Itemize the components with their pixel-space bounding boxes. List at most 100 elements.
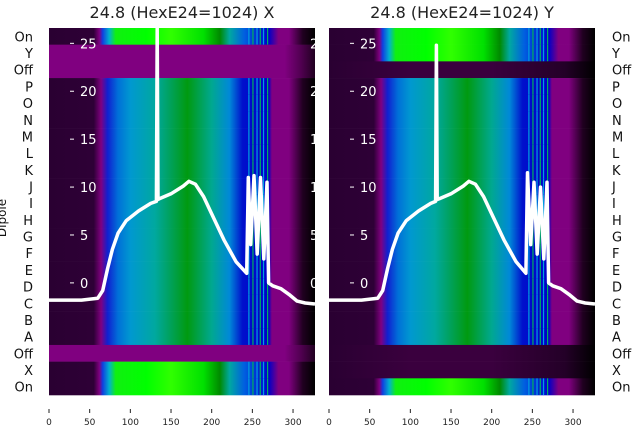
heatmap-stripe	[256, 78, 258, 95]
xtick-label: 250	[244, 418, 261, 428]
row-label: O	[23, 97, 33, 112]
heatmap-stripe	[259, 244, 261, 262]
heatmap-stripe	[259, 128, 261, 145]
heatmap-stripe	[267, 278, 269, 295]
heatmap-stripe	[248, 161, 250, 179]
heatmap-stripe	[262, 28, 265, 45]
row-label: X	[24, 364, 33, 379]
heatmap-stripe	[547, 94, 549, 112]
heatmap-stripe	[259, 311, 261, 329]
heatmap-stripe	[256, 144, 258, 162]
overlay-ytick-label: 20	[360, 85, 377, 100]
heatmap-stripe	[267, 128, 269, 145]
heatmap-stripe	[547, 378, 549, 395]
heatmap-stripe	[252, 161, 254, 179]
heatmap-stripe	[252, 128, 254, 145]
heatmap-stripe	[262, 111, 265, 129]
xtick-label: 300	[564, 418, 581, 428]
heatmap-row	[49, 228, 315, 246]
row-label: G	[23, 231, 33, 246]
row-label: J	[28, 180, 33, 195]
row-label: Off	[612, 64, 632, 79]
heatmap-stripe	[267, 328, 269, 345]
heatmap-stripe	[547, 161, 549, 179]
heatmap-row	[49, 294, 315, 312]
heatmap-stripe	[259, 294, 261, 312]
heatmap-stripe	[542, 94, 545, 112]
heatmap-row	[49, 261, 315, 279]
row-label: I	[612, 197, 616, 212]
heatmap-stripe	[539, 44, 541, 62]
heatmap-stripe	[542, 161, 545, 179]
heatmap-stripe	[252, 294, 254, 312]
row-label: K	[612, 164, 621, 179]
heatmap-stripe	[528, 244, 530, 262]
heatmap-stripe	[536, 294, 538, 312]
heatmap-stripe	[252, 78, 254, 95]
heatmap-stripe	[539, 244, 541, 262]
heatmap-stripe	[532, 228, 534, 245]
heatmap-stripe	[256, 161, 258, 179]
xtick-label: 100	[122, 418, 139, 428]
heatmap-stripe	[256, 311, 258, 329]
xtick-label: 150	[162, 418, 179, 428]
heatmap-stripe	[532, 111, 534, 129]
heatmap-row	[329, 361, 595, 379]
xtick-label: 300	[284, 418, 301, 428]
heatmap-stripe	[248, 261, 250, 279]
heatmap-stripe	[528, 328, 530, 345]
heatmap-row	[329, 228, 595, 246]
overlay-ytick-label-clipped: 20	[310, 85, 327, 100]
heatmap-stripe	[536, 144, 538, 162]
heatmap-row	[329, 344, 595, 362]
overlay-ytick-label: 25	[80, 37, 97, 52]
chart-title: 24.8 (HexE24=1024) X	[90, 3, 275, 22]
heatmap-stripe	[262, 328, 265, 345]
heatmap-row	[329, 211, 595, 229]
heatmap-stripe	[539, 28, 541, 45]
heatmap-row	[49, 311, 315, 329]
heatmap-stripe	[262, 378, 265, 395]
heatmap-stripe	[259, 111, 261, 129]
heatmap-row	[49, 61, 315, 79]
heatmap-stripe	[536, 261, 538, 279]
heatmap-stripe	[267, 28, 269, 45]
xtick-label: 200	[203, 418, 220, 428]
overlay-ytick-label: 20	[80, 85, 97, 100]
heatmap-stripe	[248, 311, 250, 329]
heatmap-stripe	[262, 128, 265, 145]
heatmap-stripe	[259, 361, 261, 379]
heatmap-stripe	[539, 144, 541, 162]
heatmap-stripe	[542, 194, 545, 212]
heatmap-stripe	[536, 311, 538, 329]
heatmap-stripe	[528, 261, 530, 279]
heatmap-stripe	[536, 328, 538, 345]
heatmap-stripe	[252, 228, 254, 245]
row-label: E	[25, 264, 33, 279]
xtick-label: 100	[402, 418, 419, 428]
heatmap-stripe	[248, 361, 250, 379]
heatmap-stripe	[528, 144, 530, 162]
heatmap-stripe	[542, 78, 545, 95]
heatmap-stripe	[536, 178, 538, 195]
xtick-label: 250	[524, 418, 541, 428]
heatmap-row	[329, 378, 595, 396]
heatmap-row	[49, 111, 315, 129]
heatmap-stripe	[262, 278, 265, 295]
heatmap-stripe	[539, 378, 541, 395]
row-label: J	[611, 180, 616, 195]
heatmap-stripe	[256, 128, 258, 145]
heatmap-stripe	[528, 378, 530, 395]
row-label: Off	[14, 347, 34, 362]
heatmap-stripe	[252, 111, 254, 129]
heatmap-stripe	[547, 328, 549, 345]
heatmap-stripe	[528, 94, 530, 112]
heatmap-stripe	[248, 328, 250, 345]
row-label: C	[612, 297, 621, 312]
overlay-ytick-label: 0	[360, 277, 368, 292]
row-label: Y	[611, 47, 620, 62]
heatmap-stripe	[262, 161, 265, 179]
heatmap-stripe	[267, 111, 269, 129]
heatmap-row	[49, 378, 315, 396]
heatmap-stripe	[539, 294, 541, 312]
